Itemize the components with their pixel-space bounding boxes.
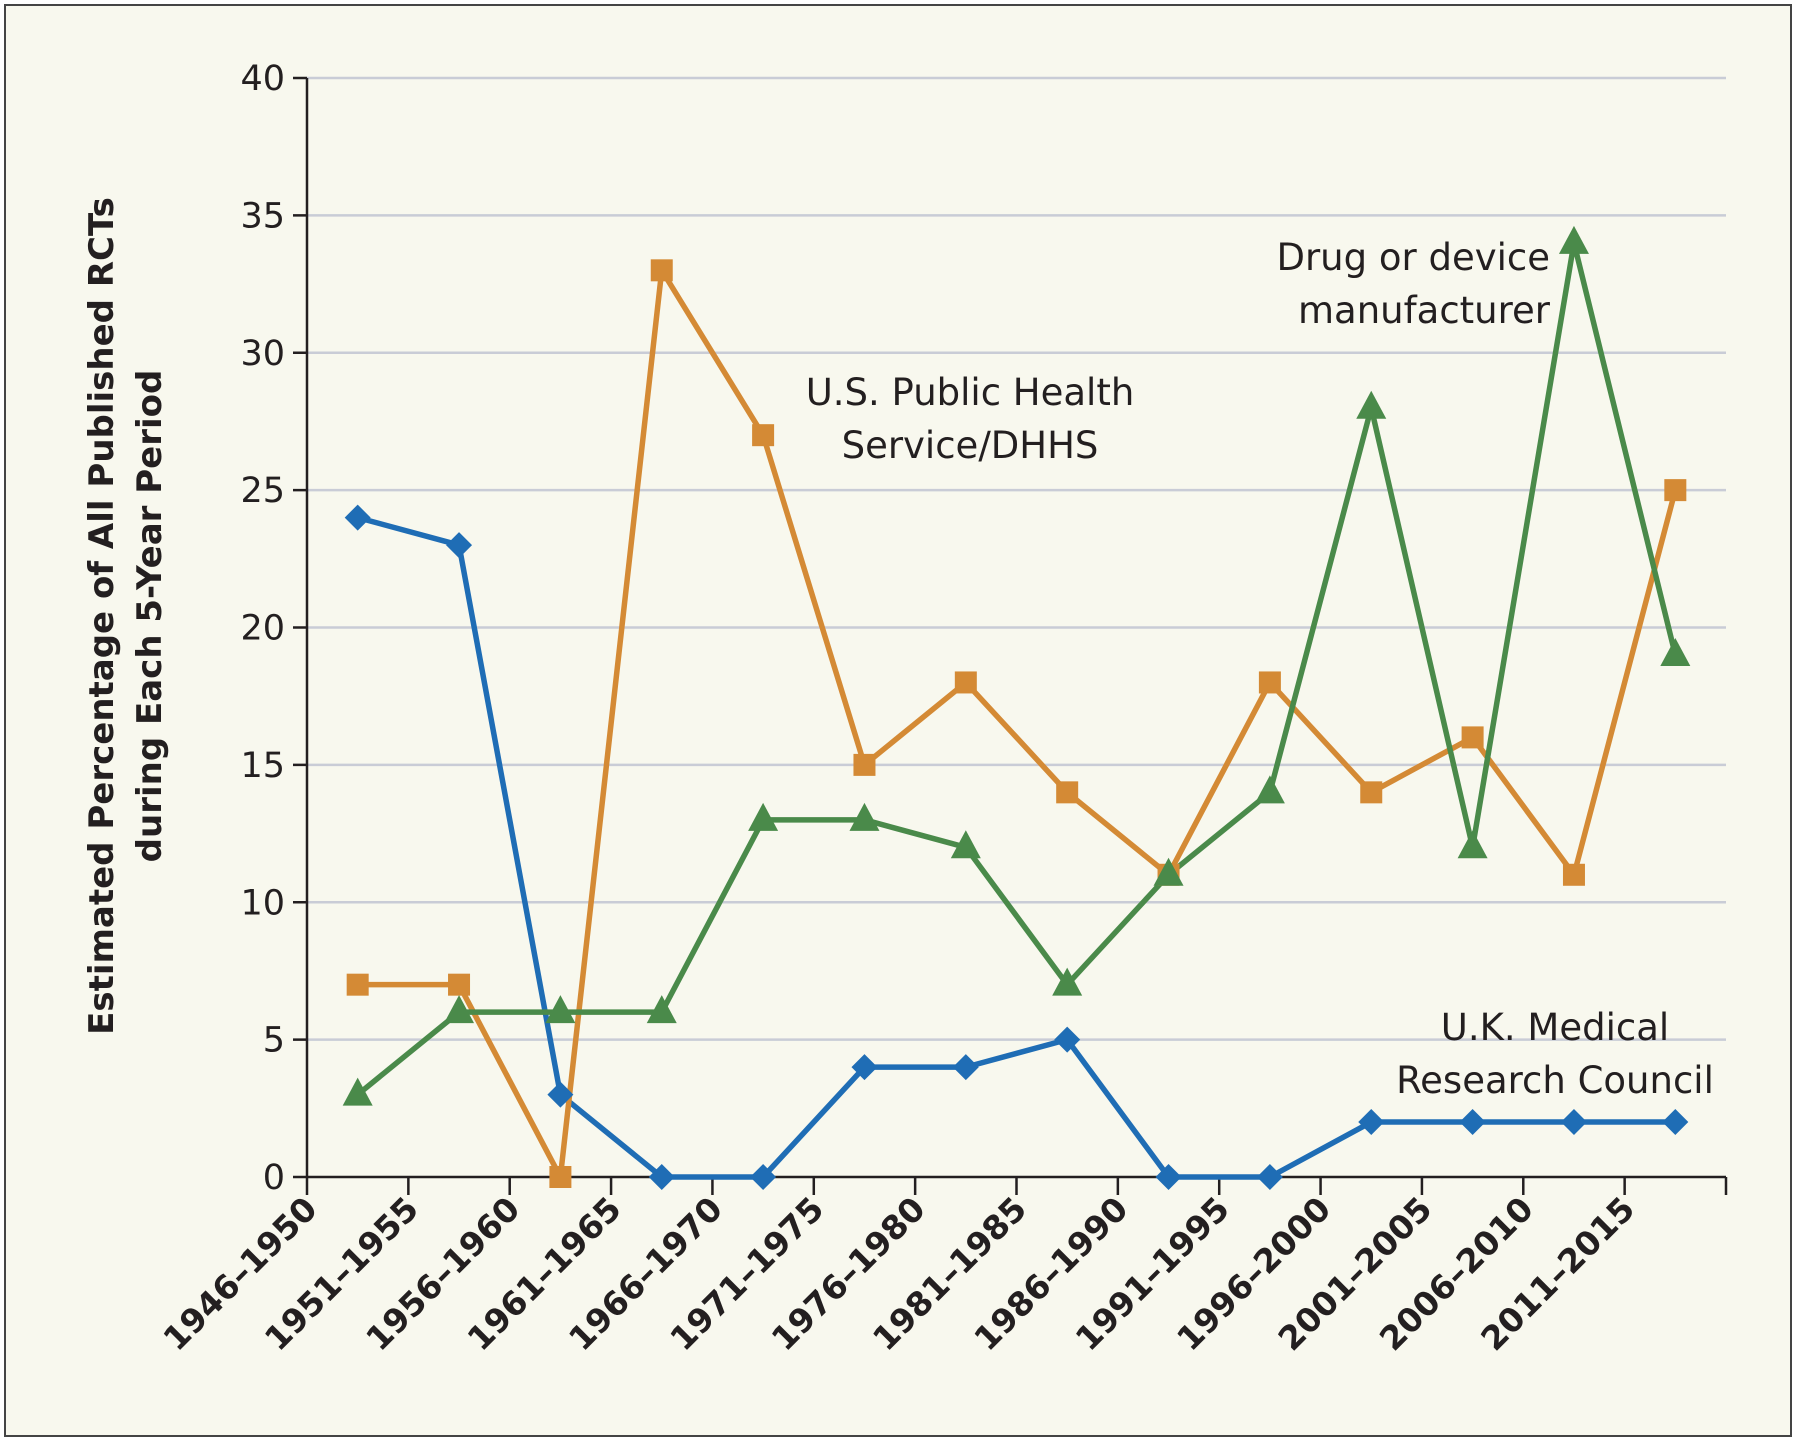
data-point-drug_device: [1558, 225, 1589, 254]
data-point-drug_device: [1660, 637, 1691, 666]
annotation-drug-device-line-2: manufacturer: [1298, 289, 1551, 332]
data-point-us_phs: [752, 424, 775, 447]
x-axis-ticks: 1946–19501951–19551956–19601961–19651966…: [156, 1177, 1728, 1358]
annotation-uk-mrc-line-1: U.K. Medical: [1441, 1006, 1669, 1049]
data-point-uk_mrc: [750, 1164, 777, 1190]
series-line-drug_device: [355, 240, 1678, 1097]
y-axis-title-line-2: during Each 5-Year Period: [130, 370, 170, 863]
data-point-us_phs: [346, 973, 369, 996]
data-point-us_phs: [1461, 726, 1484, 749]
annotation-uk-mrc-line-2: Research Council: [1396, 1059, 1714, 1102]
data-point-drug_device: [646, 995, 677, 1024]
data-point-uk_mrc: [952, 1054, 979, 1081]
series-group: [342, 225, 1691, 1190]
annotation-us-phs-line-1: U.S. Public Health: [806, 371, 1135, 414]
data-point-uk_mrc: [1358, 1109, 1385, 1136]
data-point-drug_device: [1356, 390, 1387, 419]
data-point-us_phs: [549, 1166, 572, 1188]
data-point-uk_mrc: [547, 1081, 574, 1108]
annotation-us-phs-line-2: Service/DHHS: [842, 424, 1099, 467]
data-point-drug_device: [1153, 857, 1184, 886]
y-tick-label: 20: [240, 609, 285, 649]
data-point-us_phs: [1664, 479, 1687, 502]
annotation-drug-device-line-1: Drug or device: [1276, 236, 1550, 279]
y-axis-title: Estimated Percentage of All Published RC…: [82, 197, 170, 1035]
data-point-drug_device: [849, 802, 880, 831]
data-point-us_phs: [448, 973, 471, 996]
data-point-uk_mrc: [1560, 1109, 1587, 1136]
data-point-drug_device: [1254, 775, 1285, 804]
data-point-uk_mrc: [648, 1164, 675, 1190]
y-tick-label: 15: [240, 746, 285, 786]
data-point-drug_device: [342, 1077, 373, 1106]
data-point-uk_mrc: [446, 532, 473, 559]
data-point-us_phs: [853, 753, 876, 776]
series-line-us_phs: [357, 267, 1678, 1180]
data-point-uk_mrc: [1256, 1164, 1283, 1190]
data-point-uk_mrc: [1054, 1026, 1081, 1053]
y-tick-label: 0: [263, 1158, 285, 1198]
data-point-drug_device: [1052, 967, 1083, 996]
y-axis-ticks: 0 5 10 15 20 25 30 35 40: [240, 59, 307, 1198]
data-point-uk_mrc: [851, 1054, 878, 1081]
data-point-us_phs: [1258, 671, 1281, 694]
y-tick-label: 5: [263, 1021, 285, 1061]
y-axis-title-line-1: Estimated Percentage of All Published RC…: [82, 197, 122, 1035]
data-point-uk_mrc: [1155, 1164, 1182, 1190]
data-point-uk_mrc: [344, 504, 371, 531]
series-line-uk_mrc: [356, 514, 1676, 1180]
data-point-drug_device: [545, 995, 576, 1024]
data-point-us_phs: [650, 259, 673, 282]
data-point-drug_device: [444, 995, 475, 1024]
data-point-drug_device: [1457, 830, 1488, 859]
data-point-us_phs: [1056, 781, 1079, 804]
data-point-drug_device: [950, 830, 981, 859]
data-point-us_phs: [954, 671, 977, 694]
data-point-us_phs: [1562, 863, 1585, 886]
data-point-us_phs: [1360, 781, 1383, 804]
data-point-drug_device: [748, 802, 779, 831]
data-point-uk_mrc: [1662, 1109, 1689, 1136]
y-tick-label: 40: [240, 59, 285, 99]
data-point-uk_mrc: [1459, 1109, 1486, 1136]
y-tick-label: 25: [240, 471, 285, 511]
series-annotations: U.S. Public Health Service/DHHS Drug or …: [806, 236, 1714, 1102]
y-tick-label: 30: [240, 334, 285, 374]
y-tick-label: 35: [240, 196, 285, 236]
y-tick-label: 10: [240, 883, 285, 923]
grid-lines: [307, 76, 1726, 1041]
